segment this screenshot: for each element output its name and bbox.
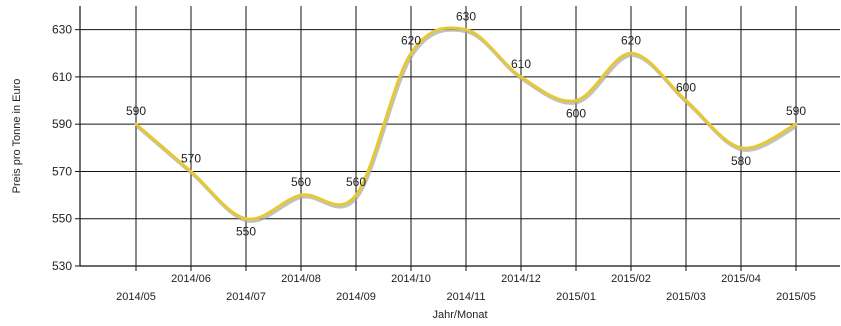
x-tick-label: 2015/01 xyxy=(556,291,596,303)
data-point xyxy=(574,99,578,103)
x-tick-label: 2014/06 xyxy=(171,273,211,285)
x-tick-label: 2015/05 xyxy=(776,291,816,303)
x-tick-label: 2014/12 xyxy=(501,273,541,285)
data-point xyxy=(134,122,138,126)
x-tick-label: 2014/07 xyxy=(226,291,266,303)
x-tick-label: 2014/05 xyxy=(116,291,156,303)
data-point xyxy=(739,146,743,150)
data-point xyxy=(794,122,798,126)
data-point xyxy=(244,217,248,221)
y-tick-label: 570 xyxy=(52,164,72,178)
axes xyxy=(79,6,840,267)
data-labels: 590 570 550 560 560 620 630 610 600 620 600 580 590 xyxy=(126,10,806,239)
data-label: 560 xyxy=(346,175,366,189)
data-point xyxy=(409,51,413,55)
data-label: 580 xyxy=(731,154,751,168)
data-point xyxy=(354,193,358,197)
series-line-shadow xyxy=(135,28,798,223)
x-tick-label: 2014/08 xyxy=(281,273,321,285)
y-axis-ticks: 530 550 570 590 610 630 xyxy=(52,23,80,273)
data-point xyxy=(684,99,688,103)
x-tick-label: 2014/09 xyxy=(336,291,376,303)
y-tick-label: 590 xyxy=(52,117,72,131)
x-axis-ticks: 2014/05 2014/06 2014/07 2014/08 2014/09 2014/… xyxy=(116,266,816,303)
x-tick-label: 2014/11 xyxy=(447,291,486,303)
series-line xyxy=(134,26,798,223)
data-label: 620 xyxy=(401,33,421,47)
data-point xyxy=(464,28,468,32)
y-axis-title: Preis pro Tonne in Euro xyxy=(11,79,23,194)
x-tick-label: 2015/04 xyxy=(721,273,761,285)
data-point xyxy=(189,169,193,173)
data-label: 570 xyxy=(181,151,201,165)
x-tick-label: 2014/10 xyxy=(391,273,431,285)
y-tick-label: 530 xyxy=(52,259,72,273)
data-point xyxy=(629,51,633,55)
data-label: 630 xyxy=(456,10,476,24)
data-point xyxy=(299,193,303,197)
x-axis-title: Jahr/Monat xyxy=(432,309,487,321)
x-tick-label: 2015/03 xyxy=(666,291,706,303)
data-label: 590 xyxy=(126,104,146,118)
grid xyxy=(80,6,840,267)
y-tick-label: 610 xyxy=(52,70,72,84)
data-label: 620 xyxy=(621,33,641,47)
data-label: 610 xyxy=(511,57,531,71)
data-label: 550 xyxy=(236,225,256,239)
y-tick-label: 630 xyxy=(52,23,72,37)
y-tick-label: 550 xyxy=(52,212,72,226)
data-label: 590 xyxy=(786,104,806,118)
data-label: 600 xyxy=(566,107,586,121)
x-tick-label: 2015/02 xyxy=(611,273,651,285)
data-point xyxy=(519,75,523,79)
data-label: 600 xyxy=(676,81,696,95)
data-label: 560 xyxy=(291,175,311,189)
